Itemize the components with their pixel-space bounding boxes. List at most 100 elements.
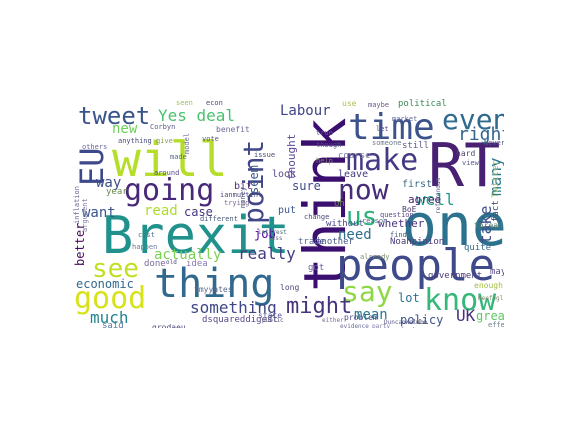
word: us — [346, 202, 378, 232]
word: model — [183, 132, 191, 154]
word: use — [342, 99, 357, 108]
word: government — [428, 271, 483, 281]
word: grodaeu — [152, 323, 186, 329]
word: even — [442, 103, 504, 136]
word: sure — [292, 179, 321, 193]
word: thing — [154, 261, 275, 307]
word: something — [190, 298, 277, 317]
word: now — [338, 173, 389, 206]
word: year — [106, 187, 128, 197]
word: market — [392, 115, 418, 123]
word: effect — [488, 321, 504, 329]
word: job — [254, 227, 276, 241]
word: Twitter — [491, 160, 501, 198]
word: less — [268, 235, 283, 242]
word: right — [458, 124, 504, 145]
word: seen — [176, 99, 193, 107]
word: quite — [464, 243, 492, 253]
word: evidence — [340, 323, 369, 329]
word: know — [424, 283, 497, 318]
word: trying — [224, 199, 250, 207]
word: course — [338, 151, 371, 161]
word: change — [304, 213, 330, 221]
word: look — [272, 169, 297, 180]
word: good — [74, 281, 147, 316]
word: either — [322, 317, 344, 324]
word: cost — [138, 231, 155, 239]
word: RT — [428, 131, 501, 201]
word: hard — [456, 149, 476, 158]
word: vote — [202, 135, 219, 143]
word: read — [144, 203, 178, 219]
word: policy — [400, 313, 444, 327]
word: old — [166, 259, 177, 266]
word: say — [342, 275, 393, 308]
word: question — [380, 211, 414, 219]
word: let — [376, 125, 389, 133]
word: issue — [254, 151, 276, 159]
word: help — [316, 157, 333, 165]
word: people — [336, 240, 495, 291]
word: lot — [398, 291, 420, 305]
word: still — [402, 141, 430, 151]
word: long — [280, 283, 300, 292]
word: public — [262, 317, 284, 324]
word: Brexit — [102, 206, 290, 266]
word: Never — [484, 139, 504, 147]
word: BoE — [402, 205, 417, 214]
word: problem — [344, 313, 378, 322]
word: mean — [354, 307, 388, 323]
word: much — [90, 308, 129, 327]
word: enough — [474, 281, 503, 290]
word: said — [102, 321, 124, 329]
word: tmyyates — [194, 285, 233, 294]
word: need — [338, 227, 372, 243]
word: well — [416, 190, 455, 209]
word: bit — [234, 181, 253, 192]
word: dsquareddigest — [202, 315, 278, 325]
word: Corbyn — [150, 123, 176, 131]
word: great — [476, 309, 504, 323]
word: want — [82, 205, 116, 221]
word: whether — [378, 217, 425, 230]
word: oh — [334, 199, 345, 209]
word: already — [360, 253, 390, 261]
word: happen — [132, 243, 158, 251]
word: interest — [258, 229, 287, 236]
word: referendum — [435, 177, 442, 214]
word: give — [156, 137, 173, 145]
word: new — [112, 121, 138, 137]
word: anything — [118, 137, 152, 145]
word: inflation — [73, 186, 81, 224]
word: time — [348, 107, 435, 148]
word: got — [308, 263, 325, 273]
word: agree — [408, 193, 442, 206]
word: see — [92, 254, 139, 284]
word: party — [372, 323, 391, 329]
word: one — [402, 191, 504, 259]
word: someone — [372, 139, 402, 147]
word: maybe — [368, 101, 390, 109]
word: case — [184, 205, 213, 219]
word: make — [346, 143, 419, 178]
word: way — [96, 175, 122, 191]
word: though — [316, 141, 342, 149]
word: without — [326, 219, 364, 229]
word: done — [144, 259, 166, 269]
word: DuncanWeldon — [384, 319, 428, 326]
word: around — [154, 169, 180, 177]
word: going — [124, 173, 215, 208]
word: state — [258, 311, 283, 320]
word: economic — [76, 277, 134, 291]
word: thread — [474, 221, 503, 230]
word: benefit — [216, 125, 250, 134]
word: really — [238, 244, 296, 263]
word: another — [316, 237, 354, 247]
word: fact — [491, 200, 501, 222]
word: put — [278, 205, 297, 216]
word: actually — [154, 247, 222, 263]
word: UK — [456, 306, 476, 325]
word: view — [462, 159, 479, 167]
word: others — [82, 143, 108, 151]
word: trade — [298, 237, 326, 247]
